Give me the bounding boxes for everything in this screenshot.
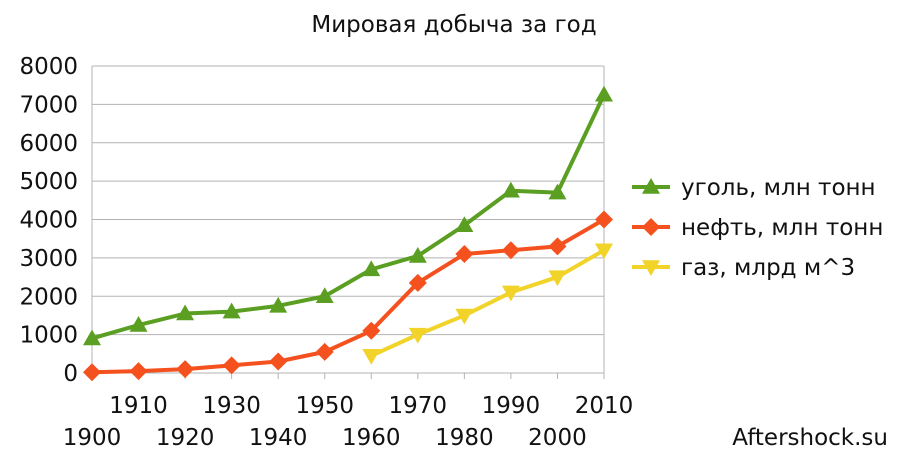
series-2-point [176,360,195,379]
series-3-point [595,243,613,260]
x-tick-label: 1990 [482,393,541,419]
y-tick-label: 1000 [19,323,78,349]
series-1-point [501,181,520,198]
grid-layer [92,65,604,374]
y-tick-label: 4000 [19,208,78,234]
series-1-point [129,316,148,332]
legend-label: газ, млрд м^3 [681,255,855,281]
x-tick-label: 1940 [249,425,308,451]
legend-swatch-marker [642,218,660,236]
series-2-point [222,356,241,375]
series-1-point [595,85,613,102]
series-2-point [362,321,381,340]
series-2 [83,210,613,382]
x-tick-label: 1930 [202,393,261,419]
series-2-point [83,363,101,382]
series-2-point [595,210,613,229]
legend-item: газ, млрд м^3 [632,255,855,281]
series-layer [83,85,613,382]
x-tick-label: 1920 [156,425,215,451]
legend-item: нефть, млн тонн [632,215,883,241]
legend: уголь, млн тонн нефть, млн тонн газ, млрд … [632,175,883,281]
series-2-point [408,273,427,292]
series-2-point [315,342,334,361]
series-1-line [90,92,606,341]
legend-label: уголь, млн тонн [681,175,876,201]
axes-layer: 0 1000 2000 3000 4000 5000 6000 7000 8000 1910 193… [19,54,633,451]
series-2-point [455,245,474,264]
y-tick-label: 5000 [19,169,78,195]
series-1-point [83,329,101,346]
series-1-point [362,260,381,277]
series-1-point [548,183,567,200]
x-tick-label: 1950 [295,393,354,419]
series-1-point [408,246,427,263]
series-3-point [548,270,567,287]
y-tick-label: 0 [63,361,78,387]
series-3-point [501,285,520,302]
y-tick-label: 3000 [19,246,78,272]
legend-swatch-marker [642,260,660,276]
series-3-line [369,248,606,358]
series-1-point [269,296,288,313]
series-1-point [176,304,195,321]
x-tick-label: 2010 [575,393,634,419]
series-3-point [408,327,427,344]
series-2-point [129,362,148,381]
series-3-point [455,308,474,325]
x-tick-label: 2000 [528,425,587,451]
series-1-point [315,287,334,303]
series-1 [83,85,613,346]
chart-title: Мировая добыча за год [311,12,596,38]
legend-item: уголь, млн тонн [632,175,876,201]
x-tick-label: 1910 [109,393,168,419]
legend-swatch-marker [642,178,660,194]
legend-label: нефть, млн тонн [681,215,883,241]
series-2-point [501,241,520,260]
y-tick-label: 2000 [19,284,78,310]
y-tick-label: 7000 [19,92,78,118]
x-tick-label: 1970 [389,393,448,419]
series-3-point [362,348,381,365]
series-1-point [455,216,474,233]
series-1-point [222,302,241,319]
y-tick-label: 6000 [19,131,78,157]
x-tick-label: 1900 [63,425,122,451]
y-tick-label: 8000 [19,54,78,80]
watermark: Aftershock.su [732,425,888,451]
x-tick-label: 1960 [342,425,401,451]
series-2-point [269,352,288,371]
series-2-point [548,237,567,256]
series-3 [362,243,613,365]
x-tick-label: 1980 [435,425,494,451]
